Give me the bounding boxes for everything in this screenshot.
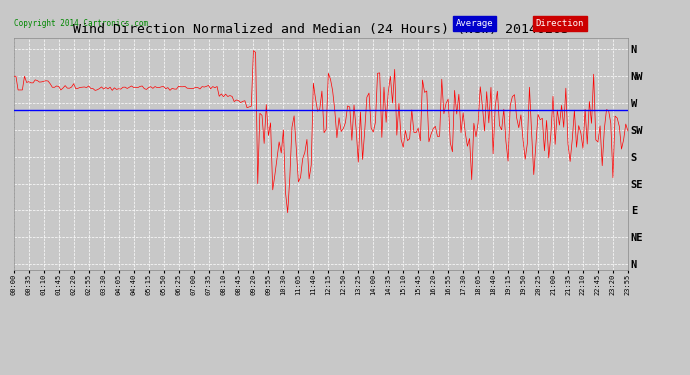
Text: Average: Average bbox=[456, 19, 493, 28]
Text: Copyright 2014 Cartronics.com: Copyright 2014 Cartronics.com bbox=[14, 19, 148, 28]
Title: Wind Direction Normalized and Median (24 Hours) (New) 20140203: Wind Direction Normalized and Median (24… bbox=[73, 23, 569, 36]
Text: Direction: Direction bbox=[535, 19, 584, 28]
